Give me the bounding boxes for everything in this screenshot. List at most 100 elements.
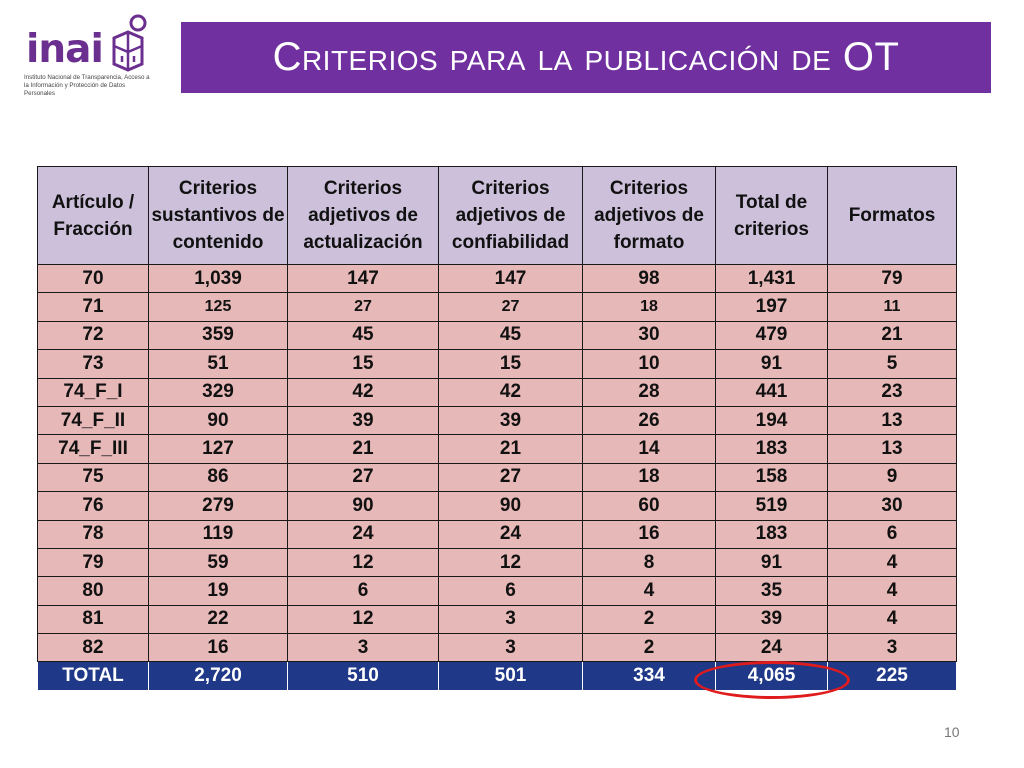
table-row: 74_F_I 329 42 42 28 441 23 xyxy=(37,377,957,407)
article-cell: 74_F_I xyxy=(37,377,149,407)
value-cell: 39 xyxy=(438,405,583,436)
value-cell: 1,431 xyxy=(715,263,828,294)
value-cell: 42 xyxy=(287,377,439,407)
table-row: 82 16 3 3 2 24 3 xyxy=(37,633,957,663)
value-cell: 39 xyxy=(715,604,828,635)
value-cell: 98 xyxy=(582,263,716,294)
value-cell: 279 xyxy=(148,491,288,521)
title-banner: Criterios para la publicación de OT xyxy=(181,22,991,93)
total-value-cell: 225 xyxy=(827,661,957,692)
value-cell: 22 xyxy=(148,604,288,635)
total-value-cell: 2,720 xyxy=(148,661,288,692)
value-cell: 441 xyxy=(715,377,828,407)
value-cell: 197 xyxy=(715,292,828,322)
value-cell: 147 xyxy=(287,263,439,294)
value-cell: 51 xyxy=(148,349,288,379)
value-cell: 4 xyxy=(827,576,957,606)
table-row: 74_F_II 90 39 39 26 194 13 xyxy=(37,405,957,436)
value-cell: 24 xyxy=(438,519,583,549)
value-cell: 24 xyxy=(287,519,439,549)
logo-subtitle: Instituto Nacional de Transparencia, Acc… xyxy=(24,74,150,97)
value-cell: 16 xyxy=(148,633,288,663)
value-cell: 90 xyxy=(148,405,288,436)
total-value-cell: 510 xyxy=(287,661,439,692)
value-cell: 23 xyxy=(827,377,957,407)
value-cell: 194 xyxy=(715,405,828,436)
value-cell: 28 xyxy=(582,377,716,407)
value-cell: 45 xyxy=(438,320,583,351)
value-cell: 26 xyxy=(582,405,716,436)
value-cell: 183 xyxy=(715,519,828,549)
table-row: 80 19 6 6 4 35 4 xyxy=(37,576,957,606)
article-cell: 73 xyxy=(37,349,149,379)
table-row: 73 51 15 15 10 91 5 xyxy=(37,349,957,379)
table-row: 79 59 12 12 8 91 4 xyxy=(37,547,957,578)
value-cell: 13 xyxy=(827,405,957,436)
table-row: 78 119 24 24 16 183 6 xyxy=(37,519,957,549)
value-cell: 39 xyxy=(287,405,439,436)
value-cell: 90 xyxy=(287,491,439,521)
page-title: Criterios para la publicación de OT xyxy=(272,35,900,79)
value-cell: 3 xyxy=(827,633,957,663)
column-header: Total de criterios xyxy=(715,166,828,265)
table-total-row: TOTAL 2,720 510 501 334 4,065 225 xyxy=(37,661,957,692)
value-cell: 12 xyxy=(287,604,439,635)
value-cell: 119 xyxy=(148,519,288,549)
value-cell: 329 xyxy=(148,377,288,407)
table-row: 70 1,039 147 147 98 1,431 79 xyxy=(37,263,957,294)
value-cell: 19 xyxy=(148,576,288,606)
value-cell: 13 xyxy=(827,434,957,464)
value-cell: 158 xyxy=(715,462,828,493)
value-cell: 519 xyxy=(715,491,828,521)
inai-logo: inai Instituto Nacional de Transparencia… xyxy=(22,14,162,100)
value-cell: 90 xyxy=(438,491,583,521)
value-cell: 21 xyxy=(438,434,583,464)
value-cell: 21 xyxy=(287,434,439,464)
article-cell: 75 xyxy=(37,462,149,493)
value-cell: 30 xyxy=(827,491,957,521)
value-cell: 21 xyxy=(827,320,957,351)
value-cell: 4 xyxy=(827,604,957,635)
value-cell: 15 xyxy=(438,349,583,379)
page-number: 10 xyxy=(944,724,960,740)
article-cell: 71 xyxy=(37,292,149,322)
value-cell: 5 xyxy=(827,349,957,379)
article-cell: 79 xyxy=(37,547,149,578)
total-value-cell: 334 xyxy=(582,661,716,692)
value-cell: 125 xyxy=(148,292,288,322)
article-cell: 74_F_III xyxy=(37,434,149,464)
table-row: 72 359 45 45 30 479 21 xyxy=(37,320,957,351)
value-cell: 60 xyxy=(582,491,716,521)
value-cell: 15 xyxy=(287,349,439,379)
value-cell: 4 xyxy=(827,547,957,578)
criteria-table: Artículo / Fracción Criterios sustantivos… xyxy=(37,166,957,692)
value-cell: 30 xyxy=(582,320,716,351)
value-cell: 27 xyxy=(287,292,439,322)
column-header: Criterios adjetivos de formato xyxy=(582,166,716,265)
value-cell: 8 xyxy=(582,547,716,578)
value-cell: 18 xyxy=(582,292,716,322)
value-cell: 6 xyxy=(287,576,439,606)
value-cell: 18 xyxy=(582,462,716,493)
value-cell: 35 xyxy=(715,576,828,606)
article-cell: 81 xyxy=(37,604,149,635)
value-cell: 45 xyxy=(287,320,439,351)
article-cell: 82 xyxy=(37,633,149,663)
table-row: 75 86 27 27 18 158 9 xyxy=(37,462,957,493)
value-cell: 27 xyxy=(287,462,439,493)
value-cell: 2 xyxy=(582,633,716,663)
value-cell: 1,039 xyxy=(148,263,288,294)
logo-figure-icon xyxy=(112,14,147,72)
value-cell: 9 xyxy=(827,462,957,493)
column-header: Criterios sustantivos de contenido xyxy=(148,166,288,265)
column-header: Criterios adjetivos de confiabilidad xyxy=(438,166,583,265)
total-highlight-circle xyxy=(694,661,850,699)
article-cell: 78 xyxy=(37,519,149,549)
table-row: 81 22 12 3 2 39 4 xyxy=(37,604,957,635)
value-cell: 4 xyxy=(582,576,716,606)
article-cell: 74_F_II xyxy=(37,405,149,436)
logo-wordmark: inai xyxy=(26,27,104,72)
table-row: 76 279 90 90 60 519 30 xyxy=(37,491,957,521)
value-cell: 479 xyxy=(715,320,828,351)
criteria-table-container: Artículo / Fracción Criterios sustantivos… xyxy=(37,166,957,692)
